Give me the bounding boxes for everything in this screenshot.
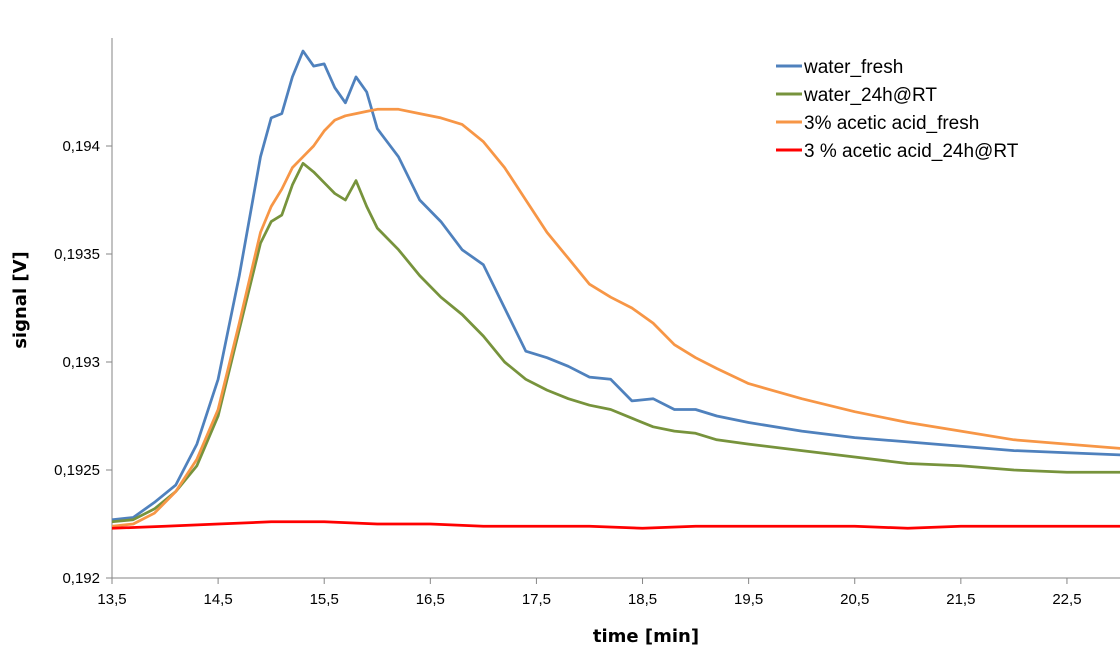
y-tick-label: 0,192 xyxy=(62,570,100,587)
legend-label: 3 % acetic acid_24h@RT xyxy=(804,141,1019,162)
y-tick-label: 0,1935 xyxy=(54,246,100,263)
x-tick-label: 22,5 xyxy=(1052,591,1081,608)
series-layer xyxy=(112,49,1120,530)
x-tick-label: 15,5 xyxy=(310,591,339,608)
x-tick-label: 16,5 xyxy=(416,591,445,608)
x-tick-label: 19,5 xyxy=(734,591,763,608)
series-line-2 xyxy=(112,161,1120,524)
legend-label: 3% acetic acid_fresh xyxy=(804,113,979,134)
series-line-1 xyxy=(112,49,1120,522)
x-tick-label: 17,5 xyxy=(522,591,551,608)
series-line-3 xyxy=(112,107,1120,528)
x-tick-label: 14,5 xyxy=(204,591,233,608)
x-tick-label: 20,5 xyxy=(840,591,869,608)
y-tick-label: 0,194 xyxy=(62,138,100,155)
y-tick-label: 0,1925 xyxy=(54,462,100,479)
x-tick-label: 18,5 xyxy=(628,591,657,608)
legend-label: water_fresh xyxy=(803,57,903,78)
legend: water_fresh water_24h@RT 3% acetic acid_fr… xyxy=(776,57,1019,162)
axes: 0,192 0,1925 0,193 0,1935 0,194 13,5 14,5 15,5 1… xyxy=(54,38,1120,608)
legend-label: water_24h@RT xyxy=(803,85,937,106)
y-axis-title: signal [V] xyxy=(10,251,31,349)
series-line-4 xyxy=(112,520,1120,530)
y-tick-label: 0,193 xyxy=(62,354,100,371)
x-tick-label: 13,5 xyxy=(97,591,126,608)
x-tick-label: 21,5 xyxy=(946,591,975,608)
x-axis-title: time [min] xyxy=(593,626,699,647)
